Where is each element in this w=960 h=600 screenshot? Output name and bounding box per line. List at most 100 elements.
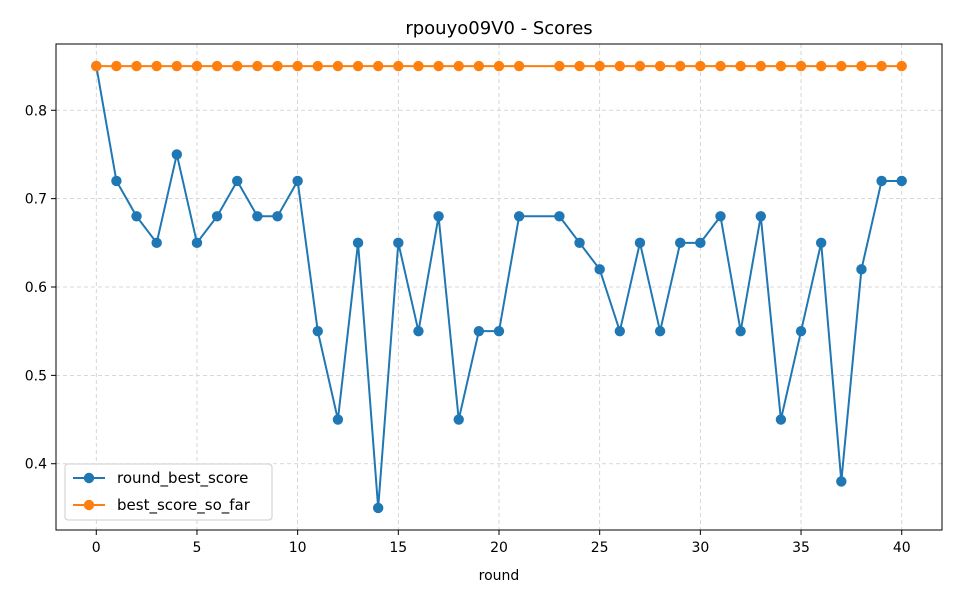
data-point: [795, 60, 807, 72]
data-point: [433, 60, 444, 72]
data-point: [191, 60, 203, 72]
data-point: [775, 414, 787, 425]
data-point: [836, 60, 847, 72]
x-axis-label: round: [479, 568, 520, 584]
data-point: [654, 60, 666, 72]
data-point: [513, 60, 525, 72]
data-point: [715, 60, 726, 72]
data-point: [594, 60, 605, 72]
x-tick-label: 15: [389, 540, 407, 556]
data-point: [554, 60, 565, 72]
data-point: [292, 60, 303, 72]
data-point: [232, 175, 243, 187]
data-point: [191, 237, 203, 249]
legend-swatch-marker: [83, 472, 95, 484]
data-point: [574, 60, 585, 72]
data-point: [594, 264, 605, 275]
data-point: [372, 60, 384, 72]
data-point: [634, 237, 646, 249]
data-point: [815, 60, 827, 72]
data-point: [232, 60, 243, 72]
y-tick-label: 0.6: [25, 280, 47, 296]
data-point: [876, 60, 887, 72]
data-point: [493, 60, 505, 72]
data-point: [393, 60, 404, 72]
data-point: [856, 60, 867, 72]
data-point: [131, 211, 142, 222]
data-point: [292, 175, 303, 187]
data-point: [352, 237, 364, 249]
data-point: [211, 211, 223, 222]
data-point: [91, 60, 102, 72]
legend-label: best_score_so_far: [117, 496, 251, 515]
x-tick-label: 35: [792, 540, 810, 556]
x-axis: 0 5 10 15 20 25 30 35 40: [92, 530, 911, 556]
data-point: [896, 175, 907, 187]
data-point: [453, 60, 464, 72]
data-point: [675, 237, 686, 249]
data-point: [735, 60, 746, 72]
legend-label: round_best_score: [117, 469, 248, 488]
y-tick-label: 0.7: [25, 192, 47, 208]
data-point: [856, 264, 867, 275]
data-point: [393, 237, 404, 249]
data-point: [453, 414, 464, 425]
data-point: [111, 175, 122, 187]
data-point: [272, 60, 283, 72]
x-tick-label: 20: [490, 540, 508, 556]
data-point: [775, 60, 787, 72]
data-point: [433, 211, 444, 222]
data-point: [815, 237, 827, 249]
y-tick-label: 0.5: [25, 368, 47, 384]
data-point: [372, 502, 384, 514]
data-point: [795, 325, 807, 337]
data-point: [473, 60, 485, 72]
series-round_best_score: [91, 60, 907, 514]
data-point: [493, 325, 505, 337]
data-point: [272, 211, 283, 222]
x-tick-label: 30: [691, 540, 709, 556]
data-point: [654, 325, 666, 337]
data-point: [876, 175, 887, 187]
chart-title: rpouyo09V0 - Scores: [405, 18, 592, 39]
data-point: [252, 60, 263, 72]
y-axis: 0.4 0.5 0.6 0.7 0.8: [25, 103, 56, 473]
x-tick-label: 10: [289, 540, 307, 556]
data-point: [211, 60, 223, 72]
x-tick-label: 25: [591, 540, 609, 556]
grid: [56, 44, 942, 530]
data-point: [332, 414, 344, 425]
series-best_score_so_far: [91, 60, 907, 72]
y-tick-label: 0.4: [25, 457, 47, 473]
data-point: [413, 60, 424, 72]
data-point: [131, 60, 142, 72]
data-point: [352, 60, 364, 72]
legend-item: best_score_so_far: [73, 496, 251, 515]
data-point: [473, 325, 485, 337]
data-point: [252, 211, 263, 222]
data-point: [675, 60, 686, 72]
data-point: [413, 325, 424, 337]
data-point: [695, 237, 706, 249]
data-point: [836, 476, 847, 487]
legend-box: [64, 463, 273, 521]
data-point: [513, 211, 525, 222]
data-point: [151, 237, 162, 249]
data-point: [695, 60, 706, 72]
data-point: [332, 60, 344, 72]
data-point: [111, 60, 122, 72]
data-point: [614, 60, 626, 72]
data-point: [312, 60, 323, 72]
x-tick-label: 40: [893, 540, 911, 556]
data-point: [554, 211, 565, 222]
data-point: [896, 60, 907, 72]
legend: round_best_score best_score_so_far: [64, 463, 273, 521]
data-point: [634, 60, 646, 72]
data-point: [614, 325, 626, 337]
data-point: [151, 60, 162, 72]
data-point: [715, 211, 726, 222]
data-point: [735, 325, 746, 337]
data-point: [755, 211, 766, 222]
legend-swatch-marker: [83, 499, 95, 511]
